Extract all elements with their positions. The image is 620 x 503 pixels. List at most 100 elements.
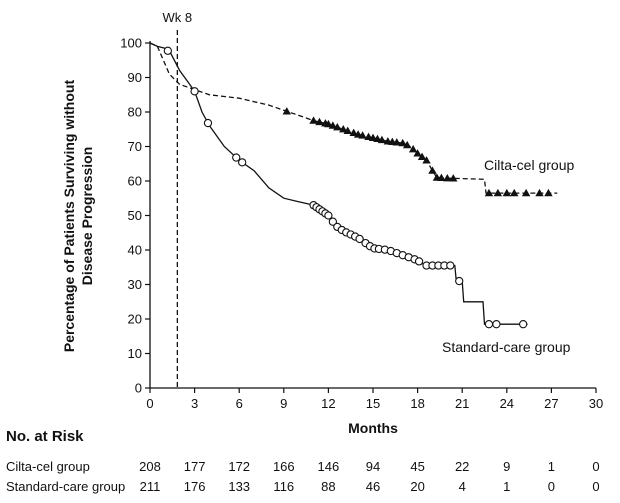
- x-tick-label-30: 30: [589, 396, 603, 411]
- cilta-cel-censor-mark: [422, 156, 431, 164]
- cilta-cel-censor-mark: [339, 125, 348, 133]
- standard-care-series: [149, 42, 528, 329]
- y-tick-label-30: 30: [128, 277, 142, 292]
- x-tick-label-18: 18: [410, 396, 424, 411]
- y-tick-label-90: 90: [128, 70, 142, 85]
- x-tick-label-6: 6: [236, 396, 243, 411]
- cilta-cel-censor-mark: [428, 166, 437, 174]
- cilta-cel-censor-mark: [449, 174, 458, 182]
- risk-value-cilta-cel-m3: 177: [183, 459, 206, 474]
- standard-care-censor-mark: [190, 87, 199, 96]
- y-axis-title-line-1: Percentage of Patients Surviving without: [61, 80, 77, 353]
- y-tick-label-60: 60: [128, 174, 142, 189]
- risk-value-standard-care-m15: 46: [365, 479, 381, 494]
- risk-value-standard-care-m27: 0: [547, 479, 556, 494]
- risk-value-cilta-cel-m12: 146: [317, 459, 340, 474]
- x-tick-label-24: 24: [500, 396, 514, 411]
- risk-value-standard-care-m3: 176: [183, 479, 206, 494]
- cilta-cel-censor-mark: [315, 117, 324, 126]
- cilta-cel-censor-mark: [484, 188, 494, 197]
- cilta-cel-censor-mark: [493, 188, 503, 197]
- y-tick-label-50: 50: [128, 208, 142, 223]
- x-axis-title: Months: [348, 420, 398, 436]
- y-tick-label-10: 10: [128, 346, 142, 361]
- risk-value-standard-care-m12: 88: [321, 479, 336, 494]
- risk-value-cilta-cel-m15: 94: [365, 459, 381, 474]
- cilta-cel-censor-mark: [521, 188, 531, 197]
- risk-value-standard-care-m6: 133: [228, 479, 251, 494]
- y-axis-title-line-2: Disease Progression: [79, 147, 95, 286]
- risk-value-standard-care-m24: 1: [503, 479, 511, 494]
- standard-care-censor-mark: [163, 46, 172, 55]
- cilta-cel-censor-mark: [333, 122, 342, 131]
- risk-value-cilta-cel-m9: 166: [272, 459, 295, 474]
- cilta-cel-censor-mark: [343, 126, 352, 134]
- number-at-risk-table: No. at Risk Cilta-cel group Standard-car…: [6, 428, 614, 500]
- y-axis-title: Percentage of Patients Surviving without…: [61, 80, 95, 353]
- risk-row-label-standard-care: Standard-care group: [6, 479, 126, 494]
- cilta-cel-censor-mark: [398, 138, 407, 147]
- standard-care-censor-mark: [446, 261, 455, 270]
- week-8-label: Wk 8: [163, 10, 193, 25]
- cilta-cel-censor-mark: [437, 173, 446, 181]
- x-tick-label-12: 12: [321, 396, 335, 411]
- cilta-cel-series: [149, 42, 558, 197]
- cilta-cel-censor-mark: [443, 174, 452, 182]
- x-tick-label-15: 15: [366, 396, 380, 411]
- risk-value-standard-care-m0: 211: [139, 479, 161, 494]
- risk-value-standard-care-m30: 0: [592, 479, 600, 494]
- cilta-cel-label: Cilta-cel group: [484, 157, 574, 173]
- standard-care-censor-mark: [484, 320, 494, 329]
- risk-row-label-cilta-cel: Cilta-cel group: [6, 459, 90, 474]
- risk-value-cilta-cel-m27: 1: [547, 459, 556, 474]
- standard-care-label: Standard-care group: [442, 339, 571, 355]
- x-tick-label-21: 21: [455, 396, 469, 411]
- risk-value-cilta-cel-m6: 172: [228, 459, 251, 474]
- cilta-cel-censor-mark: [417, 152, 427, 160]
- cilta-cel-censor-mark: [377, 135, 387, 144]
- y-tick-label-20: 20: [128, 312, 142, 327]
- y-tick-label-100: 100: [120, 36, 142, 51]
- standard-care-censor-mark: [455, 276, 464, 286]
- cilta-cel-censor-mark: [282, 107, 291, 115]
- standard-care-censor-mark: [355, 234, 364, 244]
- standard-care-censor-mark: [328, 217, 338, 226]
- cilta-cel-censor-mark: [358, 131, 367, 139]
- standard-care-censor-mark: [324, 211, 333, 220]
- x-tick-label-9: 9: [280, 396, 287, 411]
- standard-care-curve: [149, 42, 528, 325]
- cilta-cel-censor-mark: [328, 121, 338, 129]
- y-tick-label-80: 80: [128, 105, 142, 120]
- x-tick-label-0: 0: [146, 396, 153, 411]
- x-tick-label-27: 27: [544, 396, 558, 411]
- y-tick-label-70: 70: [128, 139, 142, 154]
- cilta-cel-censor-mark: [408, 145, 418, 153]
- cilta-cel-censor-mark: [349, 128, 358, 137]
- standard-care-censor-mark: [232, 153, 241, 162]
- risk-value-cilta-cel-m24: 9: [503, 459, 511, 474]
- risk-value-standard-care-m18: 20: [410, 479, 425, 494]
- cilta-cel-censor-mark: [392, 138, 401, 146]
- risk-value-standard-care-m21: 4: [458, 479, 466, 494]
- risk-value-standard-care-m9: 116: [273, 479, 295, 494]
- y-tick-label-0: 0: [135, 381, 142, 396]
- standard-care-censor-mark: [414, 257, 424, 266]
- cilta-cel-censor-mark: [402, 140, 412, 149]
- cilta-cel-censor-mark: [510, 188, 519, 197]
- risk-value-cilta-cel-m21: 22: [454, 459, 470, 474]
- standard-care-censor-mark: [519, 320, 528, 329]
- cilta-cel-censor-mark: [544, 188, 553, 197]
- risk-table-title: No. at Risk: [6, 428, 84, 445]
- risk-value-cilta-cel-m18: 45: [410, 459, 425, 474]
- y-tick-label-40: 40: [128, 243, 142, 258]
- cilta-cel-censor-mark: [413, 149, 422, 157]
- standard-care-censor-mark: [203, 118, 213, 128]
- cilta-cel-censor-mark: [535, 188, 544, 197]
- cilta-cel-censor-mark: [502, 188, 511, 197]
- cilta-cel-censor-mark: [309, 116, 318, 124]
- risk-value-cilta-cel-m0: 208: [139, 459, 161, 474]
- standard-care-censor-mark: [492, 320, 501, 329]
- x-tick-label-3: 3: [191, 396, 198, 411]
- axes: 0 10 20 30 40 50 60 70 80 90 100 0 3 6 9 12 15 18 21 24 27 30…: [120, 10, 603, 411]
